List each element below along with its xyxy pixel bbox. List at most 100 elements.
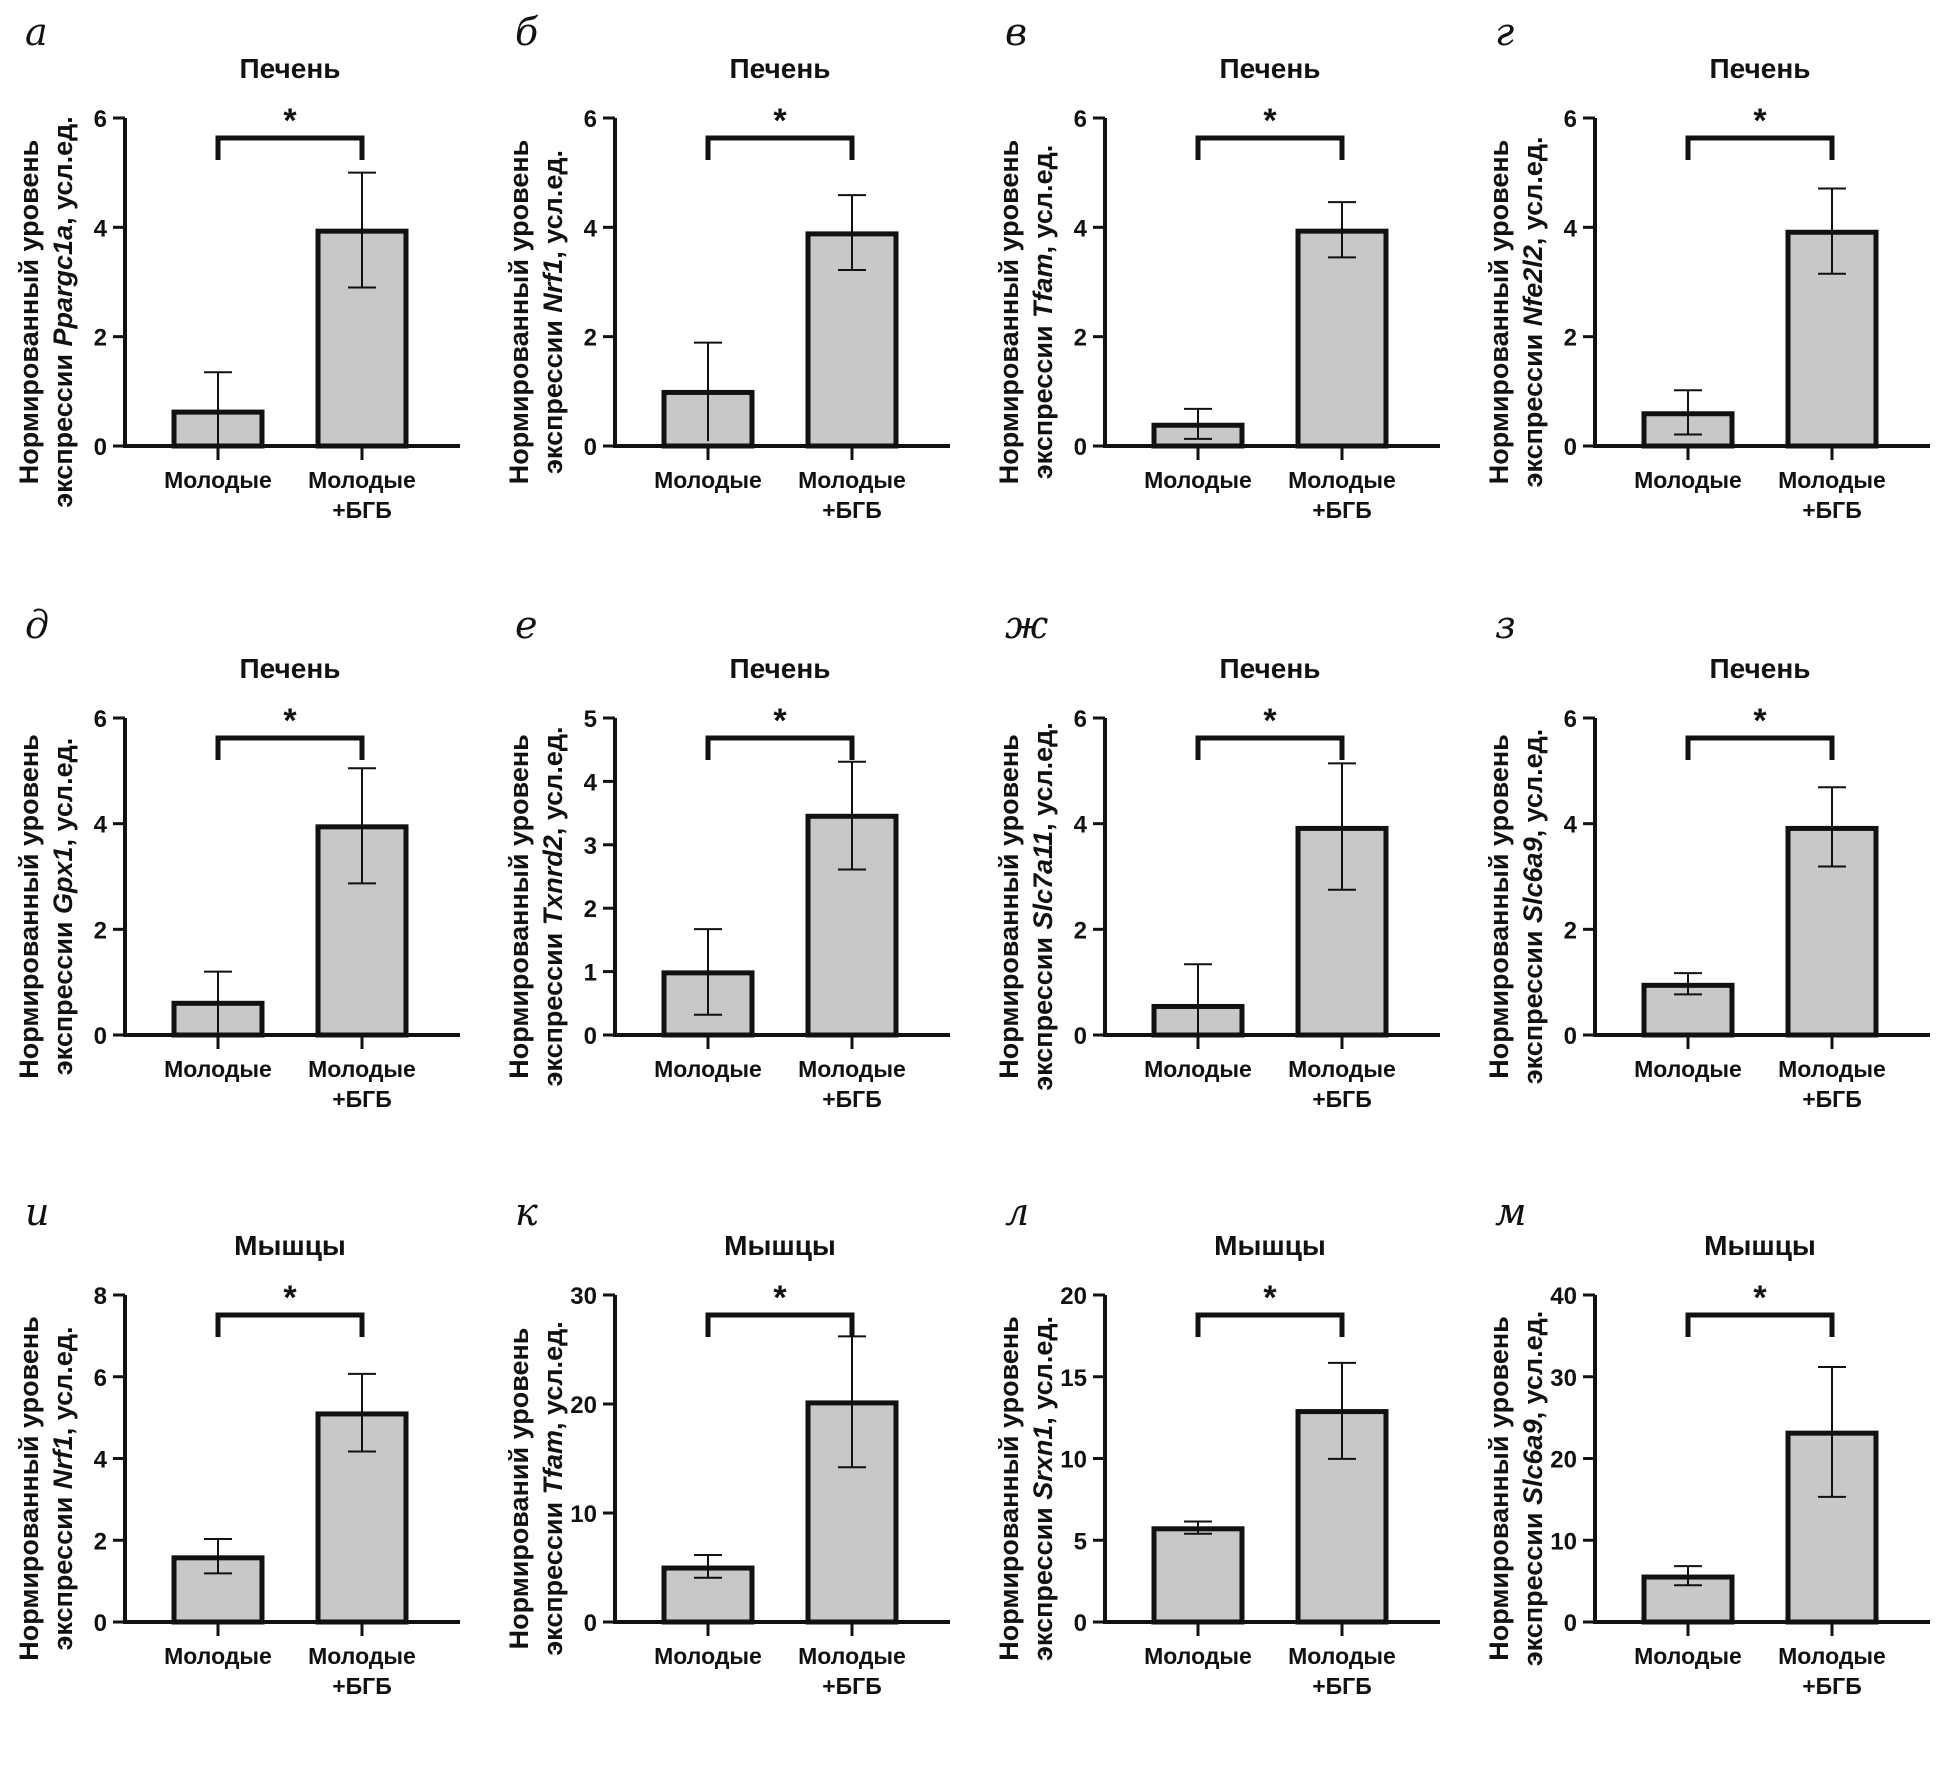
x-category-label: Молодые xyxy=(1778,1056,1886,1082)
x-category-label: Молодые xyxy=(1288,1056,1396,1082)
y-axis-label-line2: экспрессии Slc7a11, усл.ед. xyxy=(1028,722,1058,1091)
y-tick-label: 6 xyxy=(94,706,107,733)
significance-star: * xyxy=(773,1279,787,1317)
chart-svg: в Печень Нормированный уровень экспрессии T… xyxy=(994,10,1440,523)
y-tick-label: 6 xyxy=(584,106,597,133)
y-tick-label: 10 xyxy=(1550,1528,1577,1555)
y-tick-label: 4 xyxy=(1564,215,1578,242)
x-category-label: Молодые xyxy=(798,1056,906,1082)
chart-title: Печень xyxy=(1220,53,1321,84)
x-category-label: +БГБ xyxy=(822,1086,882,1112)
y-tick-label: 3 xyxy=(584,833,597,860)
chart-svg: з Печень Нормированный уровень экспрессии S… xyxy=(1484,603,1930,1112)
chart-title: Печень xyxy=(1710,53,1811,84)
y-axis-label-line2: экспрессии Tfam, усл.ед. xyxy=(1028,145,1058,479)
y-tick-label: 2 xyxy=(1074,917,1087,944)
chart-panel-10: к Мышцы Нормирований уровень экспрессии Tfa… xyxy=(490,1180,970,1760)
y-axis-label: Нормированный уровень экспрессии Nfe2l2, … xyxy=(1484,136,1548,487)
chart-panel-8: з Печень Нормированный уровень экспрессии S… xyxy=(1470,590,1940,1170)
chart-svg: г Печень Нормированный уровень экспрессии N… xyxy=(1484,10,1930,523)
significance-bracket xyxy=(1195,735,1345,760)
chart-panel-2: б Печень Нормированный уровень экспрессии N… xyxy=(490,0,970,580)
chart-title: Печень xyxy=(1710,653,1811,684)
significance-bracket xyxy=(705,135,855,160)
significance-star: * xyxy=(773,102,787,140)
y-tick-label: 4 xyxy=(94,1447,108,1474)
x-category-label: +БГБ xyxy=(1802,497,1862,523)
y-tick-label: 6 xyxy=(1074,706,1087,733)
y-tick-label: 1 xyxy=(584,960,597,987)
panel-letter: з xyxy=(1495,603,1516,647)
y-tick-label: 0 xyxy=(94,1610,107,1637)
bar-young-bgb xyxy=(1295,228,1389,449)
chart-title: Печень xyxy=(240,653,341,684)
gene-name: Ppargc1a xyxy=(48,225,78,347)
x-category-label: Молодые xyxy=(308,1643,416,1669)
y-axis-label-line1: Нормированный уровень xyxy=(1484,734,1514,1079)
significance-bracket xyxy=(1685,1312,1835,1337)
y-tick-label: 15 xyxy=(1060,1365,1087,1392)
x-category-label: Молодые xyxy=(654,1643,762,1669)
chart-panel-11: л Мышцы Нормированный уровень экспрессии Sr… xyxy=(980,1180,1460,1760)
chart-panel-12: м Мышцы Нормированный уровень экспрессии Sl… xyxy=(1470,1180,1940,1760)
y-tick-label: 2 xyxy=(94,325,107,352)
x-category-label: Молодые xyxy=(1634,1643,1742,1669)
chart-panel-5: д Печень Нормированный уровень экспрессии G… xyxy=(0,590,480,1170)
y-axis-label-line1: Нормированный уровень xyxy=(504,734,534,1079)
significance-star: * xyxy=(1263,702,1277,740)
significance-bracket xyxy=(705,735,855,760)
panel-letter: л xyxy=(1005,1190,1029,1234)
y-tick-label: 40 xyxy=(1550,1283,1577,1310)
y-axis-label-line2: экспрессии Gpx1, усл.ед. xyxy=(48,738,78,1076)
chart-panel-4: г Печень Нормированный уровень экспрессии N… xyxy=(1470,0,1940,580)
y-tick-label: 20 xyxy=(1060,1283,1087,1310)
y-tick-label: 6 xyxy=(1074,106,1087,133)
x-category-label: +БГБ xyxy=(1802,1673,1862,1699)
y-axis-label: Нормированный уровень экспрессии Ppargc1a… xyxy=(14,116,78,508)
significance-star: * xyxy=(1263,102,1277,140)
panel-letter: и xyxy=(25,1190,49,1234)
y-tick-label: 2 xyxy=(1074,325,1087,352)
significance-star: * xyxy=(283,702,297,740)
chart-panel-1: а Печень Нормированный уровень экспрессии P… xyxy=(0,0,480,580)
x-category-label: Молодые xyxy=(654,1056,762,1082)
significance-star: * xyxy=(283,1279,297,1317)
y-tick-label: 0 xyxy=(1564,1023,1577,1050)
y-tick-label: 0 xyxy=(1564,1610,1577,1637)
y-tick-label: 4 xyxy=(1074,215,1088,242)
significance-star: * xyxy=(1753,702,1767,740)
x-category-label: Молодые xyxy=(1778,1643,1886,1669)
significance-bracket xyxy=(215,735,365,760)
chart-svg: а Печень Нормированный уровень экспрессии P… xyxy=(14,10,460,523)
gene-name: Tfam xyxy=(1028,253,1058,318)
x-category-label: +БГБ xyxy=(1312,1673,1372,1699)
y-axis-label-line1: Нормированный уровень xyxy=(14,140,44,485)
x-category-label: Молодые xyxy=(1288,467,1396,493)
x-category-label: Молодые xyxy=(1144,1056,1252,1082)
chart-title: Печень xyxy=(240,53,341,84)
gene-name: Nfe2l2 xyxy=(1518,245,1548,326)
y-axis-label: Нормированный уровень экспрессии Nrf1, ус… xyxy=(14,1316,78,1661)
y-tick-label: 30 xyxy=(570,1283,597,1310)
bar-young-bgb xyxy=(1785,229,1879,449)
chart-svg: м Мышцы Нормированный уровень экспрессии Sl… xyxy=(1484,1190,1930,1699)
y-axis-label-line2: экспрессии Srxn1, усл.ед. xyxy=(1028,1316,1058,1661)
chart-title: Мышцы xyxy=(724,1230,836,1261)
y-axis-label: Нормирований уровень экспрессии Tfam, усл… xyxy=(504,1321,568,1655)
x-category-label: +БГБ xyxy=(1312,1086,1372,1112)
significance-star: * xyxy=(283,102,297,140)
y-axis-label: Нормированный уровень экспрессии Gpx1, ус… xyxy=(14,734,78,1079)
y-tick-label: 30 xyxy=(1550,1365,1577,1392)
y-tick-label: 10 xyxy=(570,1501,597,1528)
x-category-label: +БГБ xyxy=(822,1673,882,1699)
y-tick-label: 20 xyxy=(570,1392,597,1419)
y-tick-label: 0 xyxy=(94,434,107,461)
y-axis-label-line1: Нормированный уровень xyxy=(14,734,44,1079)
x-category-label: Молодые xyxy=(1634,467,1742,493)
x-category-label: Молодые xyxy=(308,1056,416,1082)
y-tick-label: 2 xyxy=(1564,917,1577,944)
y-tick-label: 6 xyxy=(1564,106,1577,133)
chart-title: Мышцы xyxy=(1704,1230,1816,1261)
y-axis-label-line1: Нормированный уровень xyxy=(994,1316,1024,1661)
